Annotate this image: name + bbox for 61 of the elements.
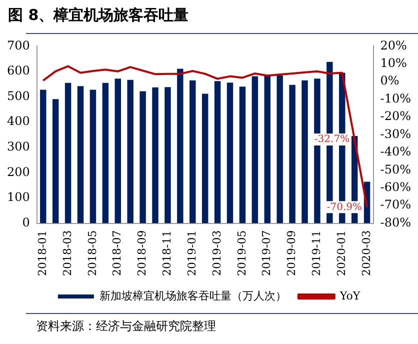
x-tick-label: 2019-11 bbox=[310, 230, 324, 276]
bar bbox=[40, 90, 46, 224]
y2-tick-label: -40% bbox=[380, 144, 412, 159]
y2-tick-label: -10% bbox=[380, 91, 412, 106]
x-tick-label: 2018-11 bbox=[160, 230, 174, 276]
data-label: -70.9% bbox=[326, 202, 362, 213]
x-tick-label: 2018-07 bbox=[110, 230, 124, 276]
x-tick-label: 2019-01 bbox=[185, 230, 198, 276]
data-label: -32.7% bbox=[314, 134, 350, 146]
y-tick-label: 100 bbox=[7, 190, 30, 204]
bar bbox=[252, 76, 258, 224]
y-tick-label: 700 bbox=[7, 38, 30, 52]
y-tick-label: 400 bbox=[7, 114, 30, 128]
x-tick-label: 2018-09 bbox=[136, 230, 149, 276]
bar bbox=[127, 80, 134, 224]
bar bbox=[152, 87, 158, 224]
bar bbox=[214, 81, 221, 224]
x-tick-label: 2020-01 bbox=[334, 230, 348, 276]
y-tick-label: 0 bbox=[22, 215, 30, 230]
x-tick-label: 2019-09 bbox=[285, 230, 298, 276]
bar bbox=[177, 68, 184, 224]
y2-tick-label: -60% bbox=[380, 180, 412, 194]
bar bbox=[64, 82, 72, 224]
bar bbox=[264, 74, 270, 224]
bar bbox=[77, 86, 84, 224]
x-tick-label: 2019-03 bbox=[210, 230, 224, 276]
chart-title: 图 8、樟宜机场旅客吞吐量 bbox=[8, 6, 189, 25]
x-tick-label: 2018-01 bbox=[36, 230, 49, 276]
y2-tick-label: -30% bbox=[380, 126, 412, 141]
y2-tick-label: -50% bbox=[380, 162, 412, 176]
bar bbox=[52, 99, 59, 224]
bar bbox=[140, 91, 146, 224]
bar bbox=[239, 86, 246, 224]
y2-tick-label: -80% bbox=[380, 215, 412, 230]
text: 资料来源：经济与金融研究院整理 bbox=[36, 318, 216, 335]
y-tick-label: 500 bbox=[7, 88, 30, 103]
y2-tick-label: -70% bbox=[380, 198, 412, 212]
legend-label: YoY bbox=[338, 289, 361, 302]
bar bbox=[190, 80, 196, 224]
legend-label: 新加坡樟宜机场旅客吞吐量（万人次） bbox=[99, 289, 286, 302]
bar bbox=[90, 90, 96, 224]
bar bbox=[276, 76, 283, 224]
x-tick-label: 2018-05 bbox=[86, 230, 99, 276]
y-tick-label: 200 bbox=[7, 164, 30, 179]
x-tick-label: 2018-03 bbox=[60, 230, 74, 276]
x-tick-label: 2020-03 bbox=[360, 230, 373, 276]
bar bbox=[302, 80, 308, 224]
x-tick-label: 2019-05 bbox=[235, 230, 248, 276]
x-tick-label: 2019-07 bbox=[260, 230, 274, 276]
bar bbox=[226, 82, 234, 224]
bar bbox=[164, 87, 171, 224]
bar bbox=[114, 78, 121, 224]
y2-tick-label: 0% bbox=[380, 74, 400, 88]
y-tick-label: 300 bbox=[7, 140, 30, 154]
y2-tick-label: 20% bbox=[380, 38, 407, 52]
bar bbox=[289, 84, 296, 224]
bar bbox=[102, 82, 109, 224]
y-tick-label: 600 bbox=[7, 64, 30, 78]
bar bbox=[202, 94, 208, 224]
y2-tick-label: 10% bbox=[380, 56, 407, 70]
y2-tick-label: -20% bbox=[380, 109, 412, 124]
